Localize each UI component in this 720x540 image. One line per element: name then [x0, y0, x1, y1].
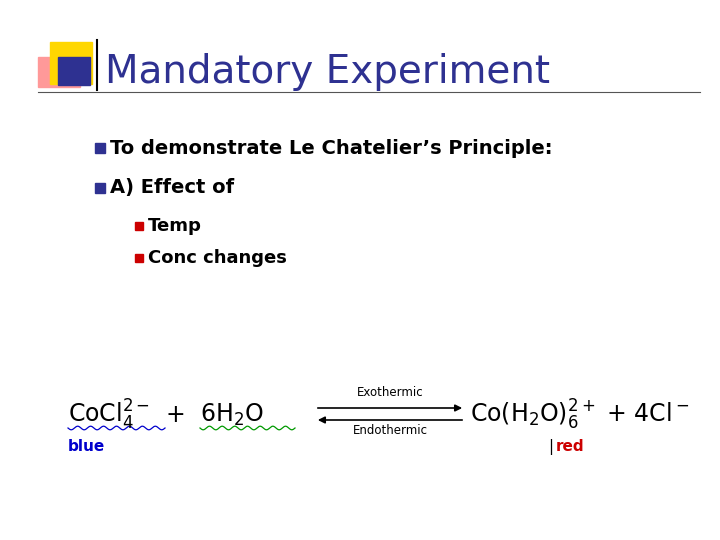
Bar: [95, 143, 105, 153]
Text: |: |: [548, 439, 553, 455]
Text: Exothermic: Exothermic: [356, 387, 423, 400]
Text: +: +: [165, 403, 185, 427]
Bar: [58, 57, 90, 85]
Text: To demonstrate Le Chatelier’s Principle:: To demonstrate Le Chatelier’s Principle:: [110, 138, 552, 158]
Bar: [38, 57, 80, 87]
Text: $\mathregular{6H_2O}$: $\mathregular{6H_2O}$: [200, 402, 264, 428]
Text: Conc changes: Conc changes: [148, 249, 287, 267]
Text: Temp: Temp: [148, 217, 202, 235]
Text: red: red: [556, 440, 585, 455]
Bar: [135, 222, 143, 230]
Text: blue: blue: [68, 440, 105, 455]
Bar: [135, 254, 143, 262]
Text: Endothermic: Endothermic: [353, 423, 428, 436]
Text: $\mathregular{CoCl_4^{2-}}$: $\mathregular{CoCl_4^{2-}}$: [68, 398, 150, 432]
Text: Mandatory Experiment: Mandatory Experiment: [105, 53, 550, 91]
Text: A) Effect of: A) Effect of: [110, 179, 234, 198]
Bar: [95, 183, 105, 193]
Bar: [50, 42, 92, 84]
Text: $\mathregular{Co(H_2O)_6^{2+}}$ + 4Cl$\mathregular{^-}$: $\mathregular{Co(H_2O)_6^{2+}}$ + 4Cl$\m…: [470, 398, 690, 432]
